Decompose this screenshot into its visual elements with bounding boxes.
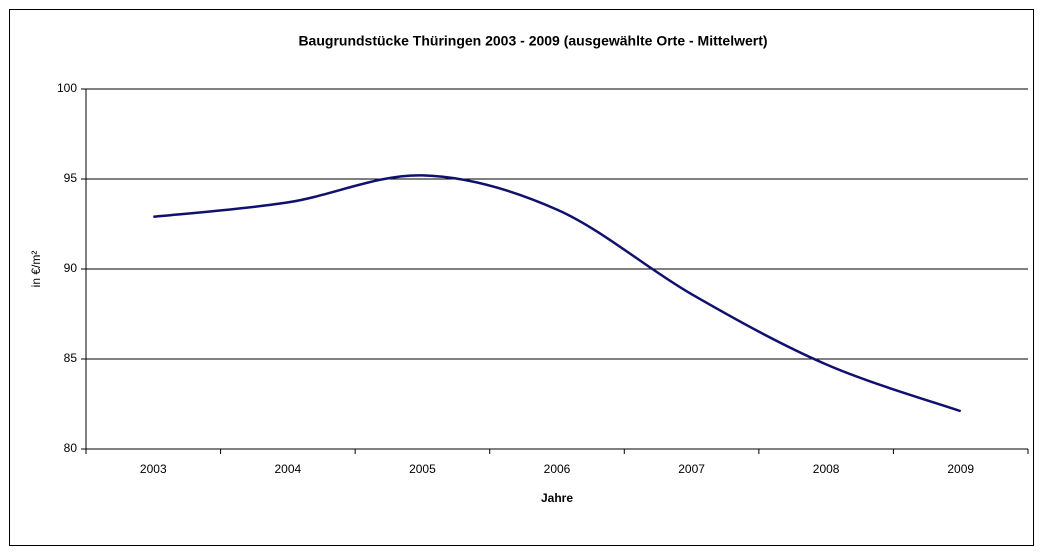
y-tick-label: 90 bbox=[64, 261, 78, 275]
x-tick-label: 2007 bbox=[678, 462, 705, 476]
x-tick-label: 2009 bbox=[947, 462, 974, 476]
data-line bbox=[153, 174, 962, 413]
x-tick-label: 2003 bbox=[140, 462, 167, 476]
chart-border bbox=[9, 9, 1034, 546]
y-tick-label: 100 bbox=[57, 81, 77, 95]
x-tick-label: 2004 bbox=[275, 462, 302, 476]
y-tick-label: 85 bbox=[64, 351, 78, 365]
x-axis-title: Jahre bbox=[541, 491, 573, 505]
y-tick-label: 95 bbox=[64, 171, 78, 185]
x-tick-label: 2006 bbox=[544, 462, 571, 476]
y-axis-title: in €/m² bbox=[29, 251, 43, 288]
y-tick-label: 80 bbox=[64, 441, 78, 455]
x-tick-label: 2008 bbox=[813, 462, 840, 476]
x-tick-label: 2005 bbox=[409, 462, 436, 476]
chart-title: Baugrundstücke Thüringen 2003 - 2009 (au… bbox=[298, 33, 767, 49]
